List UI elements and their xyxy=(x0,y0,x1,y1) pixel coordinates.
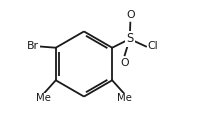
Text: O: O xyxy=(126,10,135,20)
Text: Me: Me xyxy=(117,93,131,103)
Text: Me: Me xyxy=(36,93,51,103)
Text: S: S xyxy=(126,33,133,45)
Text: Br: Br xyxy=(27,41,39,51)
Text: Cl: Cl xyxy=(147,41,158,51)
Text: O: O xyxy=(120,58,129,68)
